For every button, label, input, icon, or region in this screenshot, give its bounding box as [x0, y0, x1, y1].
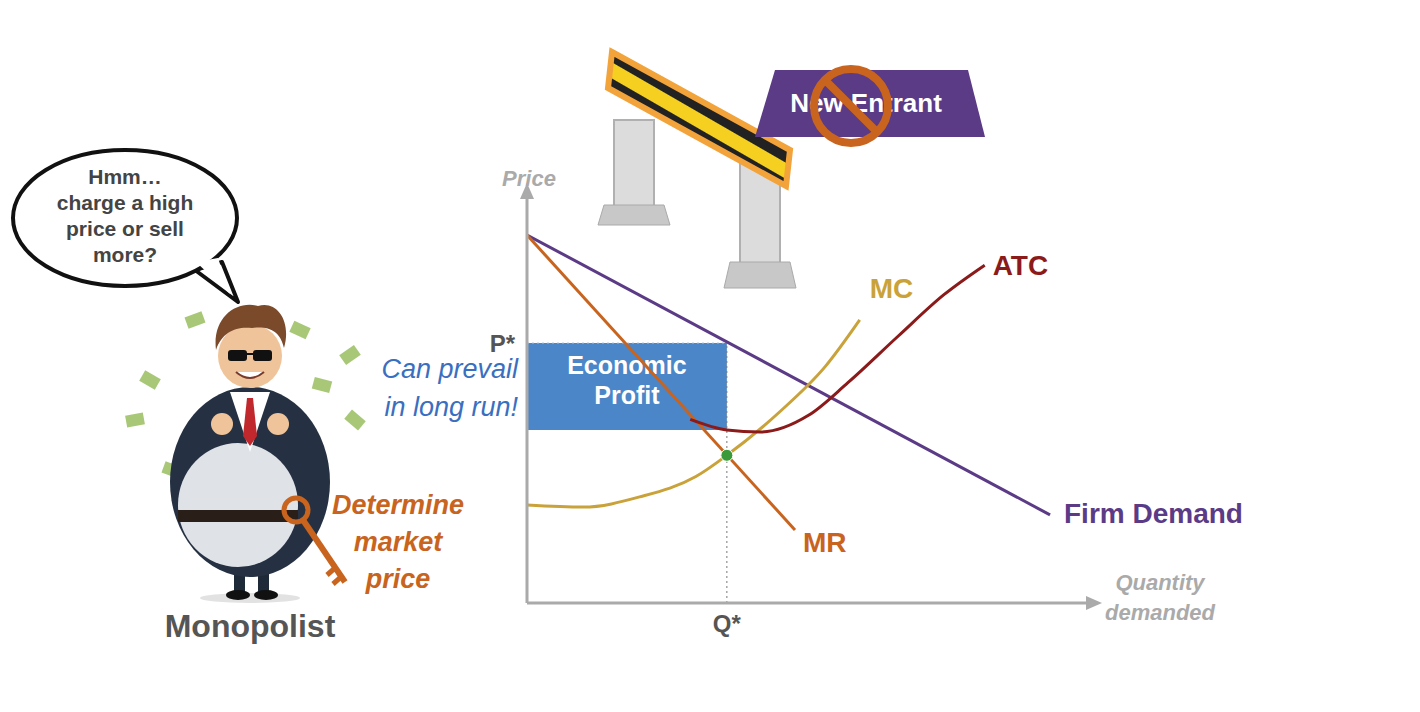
svg-text:P*: P* [490, 330, 516, 357]
svg-text:Quantitydemanded: Quantitydemanded [1105, 570, 1216, 625]
svg-text:MC: MC [870, 273, 914, 304]
svg-text:Can prevailin long run!: Can prevailin long run! [381, 354, 519, 422]
svg-text:Hmm…charge a highprice or sell: Hmm…charge a highprice or sellmore? [57, 165, 194, 266]
svg-text:ATC: ATC [993, 250, 1048, 281]
svg-text:MR: MR [803, 527, 847, 558]
svg-text:Q*: Q* [713, 610, 742, 637]
svg-text:Determinemarketprice: Determinemarketprice [332, 490, 464, 594]
svg-text:Monopolist: Monopolist [165, 608, 336, 644]
svg-text:Price: Price [502, 166, 556, 191]
svg-text:Firm Demand: Firm Demand [1064, 498, 1243, 529]
svg-text:New Entrant: New Entrant [790, 88, 942, 118]
svg-text:EconomicProfit: EconomicProfit [567, 351, 687, 409]
